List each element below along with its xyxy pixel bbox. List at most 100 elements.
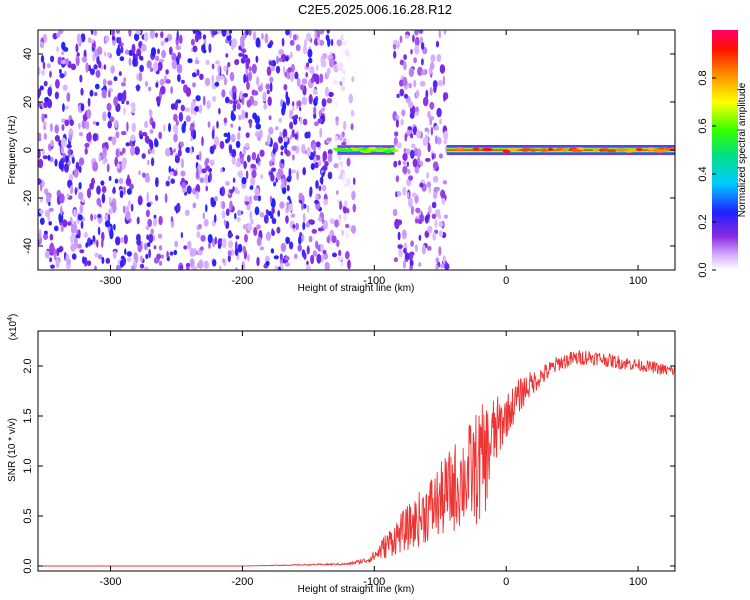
- heatmap-speck-0-163: [79, 132, 83, 137]
- heatmap-speck-0-289: [280, 242, 287, 252]
- heatmap-speck-3-156: [427, 110, 431, 119]
- heatmap-speck-0-342: [195, 95, 201, 102]
- heatmap-speck-0-527: [269, 195, 273, 203]
- heatmap-speck-0-699: [232, 177, 236, 183]
- heatmap-speck-0-189: [173, 148, 176, 153]
- heatmap-speck-0-857: [180, 182, 187, 189]
- heatmap-speck-0-1089: [217, 64, 221, 75]
- heatmap-speck-0-1114: [65, 254, 70, 263]
- heatmap-speck-0-1105: [60, 147, 65, 154]
- heatmap-speck-0-230: [56, 45, 59, 53]
- heatmap-speck-3-190: [404, 252, 410, 260]
- heatmap-speck-0-628: [191, 72, 197, 78]
- heatmap-speck-0-1033: [151, 148, 155, 154]
- heatmap-speck-3-181: [425, 157, 431, 162]
- heatmap-speck-0-1125: [317, 118, 323, 124]
- heatmap-speck-0-1092: [180, 104, 185, 112]
- heatmap-speck-0-466: [49, 257, 52, 263]
- heatmap-speck-3-155: [441, 197, 446, 205]
- spectrogram-x-tick-label-0: -300: [100, 275, 122, 287]
- heatmap-speck-0-1151: [61, 50, 65, 56]
- heatmap-speck-3-210: [429, 62, 435, 71]
- heatmap-speck-0-274: [107, 213, 111, 223]
- heatmap-speck-0-805: [75, 43, 79, 53]
- heatmap-speck-0-1154: [147, 159, 150, 166]
- heatmap-speck-0-996: [190, 130, 194, 137]
- heatmap-speck-0-1007: [296, 170, 299, 181]
- heatmap-speck-0-1128: [250, 163, 257, 169]
- heatmap-speck-0-967: [285, 56, 289, 62]
- heatmap-speck-0-784: [317, 227, 323, 232]
- heatmap-speck-0-340: [73, 220, 77, 232]
- heatmap-speck-0-179: [160, 85, 166, 95]
- heatmap-speck-0-27: [237, 132, 241, 141]
- heatmap-speck-0-843: [146, 136, 149, 144]
- heatmap-speck-3-186: [402, 186, 407, 196]
- heatmap-speck-0-1191: [221, 30, 227, 37]
- colorbar-tick-label-3: 0.6: [697, 118, 709, 133]
- heatmap-speck-3-38: [438, 30, 441, 39]
- heatmap-speck-0-929: [291, 129, 295, 138]
- heatmap-speck-3-106: [411, 143, 416, 149]
- heatmap-speck-3-45: [399, 59, 405, 66]
- heatmap-speck-0-293: [271, 217, 277, 225]
- heatmap-speck-0-787: [165, 148, 171, 157]
- heatmap-speck-1-69: [340, 49, 345, 58]
- heatmap-speck-0-1223: [89, 239, 94, 245]
- heatmap-speck-0-675: [93, 214, 97, 220]
- heatmap-speck-3-120: [434, 219, 438, 228]
- heatmap-speck-0-905: [227, 250, 232, 256]
- heatmap-speck-0-534: [263, 102, 268, 110]
- heatmap-speck-0-491: [43, 233, 49, 240]
- heatmap-speck-3-54: [413, 57, 417, 64]
- heatmap-speck-0-1026: [105, 35, 110, 43]
- heatmap-speck-0-506: [62, 219, 68, 228]
- heatmap-speck-0-677: [195, 184, 201, 194]
- heatmap-speck-0-629: [147, 242, 151, 248]
- heatmap-speck-0-1164: [178, 111, 184, 122]
- heatmap-speck-0-483: [113, 223, 116, 231]
- heatmap-speck-0-1220: [293, 253, 298, 259]
- heatmap-speck-0-1133: [121, 157, 127, 166]
- heatmap-speck-0-194: [145, 225, 150, 230]
- heatmap-speck-0-813: [307, 48, 313, 58]
- heatmap-speck-0-903: [299, 106, 302, 112]
- heatmap-speck-0-1096: [38, 136, 42, 142]
- heatmap-speck-0-381: [328, 91, 334, 98]
- heatmap-speck-0-836: [165, 69, 169, 75]
- heatmap-speck-0-851: [92, 120, 97, 125]
- heatmap-speck-0-644: [286, 184, 290, 192]
- ridge-peak-1-33: [615, 148, 627, 152]
- heatmap-speck-3-85: [403, 247, 407, 254]
- heatmap-speck-0-1163: [246, 81, 250, 90]
- heatmap-speck-0-719: [190, 38, 195, 46]
- heatmap-speck-0-1221: [40, 55, 45, 63]
- heatmap-speck-0-16: [319, 73, 324, 84]
- heatmap-speck-3-35: [405, 148, 411, 155]
- heatmap-speck-0-728: [165, 79, 171, 84]
- heatmap-speck-0-989: [161, 49, 167, 59]
- heatmap-speck-0-476: [289, 110, 294, 116]
- heatmap-speck-1-45: [336, 190, 339, 195]
- heatmap-speck-0-1185: [288, 167, 292, 178]
- heatmap-speck-0-702: [212, 259, 217, 267]
- heatmap-speck-0-791: [234, 212, 237, 220]
- heatmap-speck-0-456: [149, 67, 154, 73]
- heatmap-speck-0-927: [131, 122, 136, 133]
- spectrogram-y-ticks: -40 -20 0 20 40: [22, 48, 675, 254]
- heatmap-speck-0-1144: [293, 118, 298, 125]
- heatmap-speck-0-214: [102, 111, 107, 122]
- heatmap-speck-0-824: [157, 233, 163, 239]
- heatmap-speck-0-605: [228, 144, 233, 154]
- heatmap-speck-0-469: [105, 257, 111, 264]
- heatmap-speck-0-692: [275, 65, 281, 74]
- heatmap-speck-0-994: [119, 56, 125, 62]
- heatmap-speck-0-1066: [299, 232, 303, 237]
- heatmap-speck-0-499: [144, 81, 149, 87]
- heatmap-speck-3-191: [409, 133, 414, 139]
- heatmap-speck-0-588: [173, 249, 178, 256]
- heatmap-speck-0-849: [49, 243, 55, 254]
- heatmap-speck-0-370: [66, 92, 71, 102]
- heatmap-speck-0-599: [123, 77, 127, 83]
- heatmap-speck-0-1116: [319, 39, 324, 46]
